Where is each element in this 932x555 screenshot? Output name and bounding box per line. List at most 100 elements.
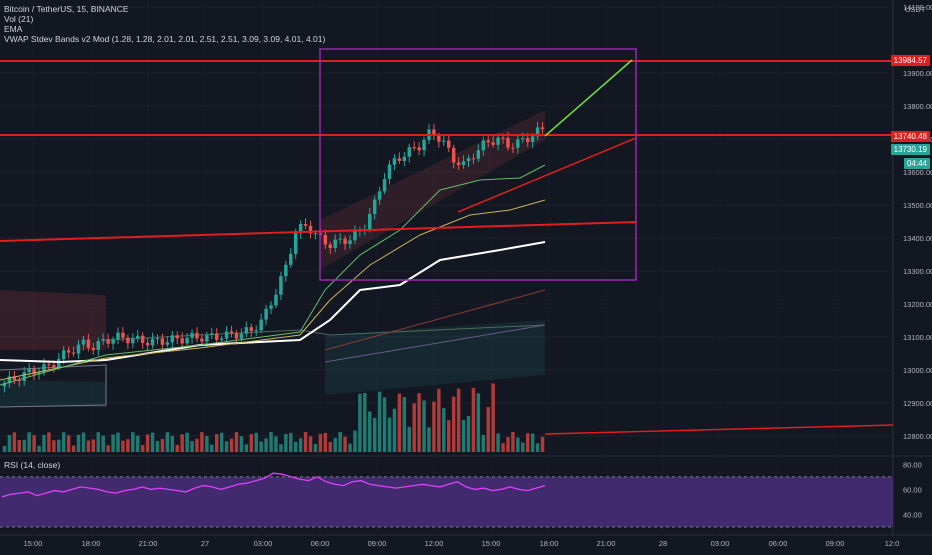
candle-body (86, 339, 91, 348)
volume-bar (259, 441, 263, 452)
vwap-band-line (105, 324, 546, 341)
candle-body (264, 308, 268, 320)
volume-bar (126, 439, 130, 452)
candle-body (200, 338, 204, 342)
candle-body (96, 340, 100, 351)
vwap-line (0, 241, 546, 364)
vwap-indicator-label[interactable]: VWAP Stdev Bands v2 Mod (1.28, 1.28, 2.0… (4, 34, 326, 44)
volume-bar (530, 433, 535, 452)
price-tick-label: 12800.00 (903, 432, 932, 441)
candle-body (343, 238, 347, 245)
price-tick-label: 13800.00 (903, 102, 932, 111)
volume-bar (150, 432, 155, 452)
candle-body (412, 147, 416, 149)
candle-body (17, 380, 22, 382)
candle-body (368, 213, 372, 230)
volume-bar (293, 441, 298, 452)
volume-bar (234, 432, 239, 452)
candle-body (535, 127, 540, 137)
time-tick-label: 15:00 (24, 539, 43, 548)
candle-body (57, 359, 61, 368)
volume-bar (111, 434, 115, 452)
candle-body (387, 164, 392, 180)
candle-body (328, 244, 332, 248)
candle-body (353, 230, 357, 241)
candle-body (486, 140, 490, 143)
volume-bar (52, 440, 56, 452)
candle-body (402, 156, 407, 161)
trend-line-lower (544, 424, 894, 435)
price-tick-label: 13500.00 (903, 201, 932, 210)
volume-bar (66, 435, 71, 452)
candle-body (496, 137, 500, 145)
volume-bar (308, 436, 313, 452)
candle-body (377, 191, 382, 200)
candle-body (284, 264, 288, 277)
candle-body (239, 333, 244, 339)
bar-countdown-label: 04:44 (903, 158, 930, 169)
price-tick-label: 13400.00 (903, 234, 932, 243)
candle-body (417, 147, 421, 151)
candle-body (447, 140, 451, 148)
price-tick-label: 13300.00 (903, 267, 932, 276)
rsi-legend[interactable]: RSI (14, close) (4, 460, 61, 470)
candle-body (136, 335, 140, 339)
volume-bar (215, 434, 219, 452)
candle-body (471, 158, 476, 160)
volume-bar (57, 439, 61, 452)
candle-body (298, 224, 303, 234)
volume-bar (392, 408, 397, 452)
volume-bar (244, 444, 249, 452)
volume-bar (397, 393, 402, 452)
rsi-tick-label: 40.00 (903, 510, 922, 519)
volume-bar (422, 400, 426, 452)
candle-body (274, 294, 278, 306)
time-tick-label: 09:00 (826, 539, 845, 548)
trend-line-red (0, 221, 637, 242)
vol-indicator-label[interactable]: Vol (21) (4, 14, 34, 24)
ema-indicator-label[interactable]: EMA (4, 24, 23, 34)
candle-body (160, 338, 165, 345)
candle-body (219, 338, 224, 340)
symbol-title[interactable]: Bitcoin / TetherUS, 15, BINANCE (4, 4, 129, 14)
candle-body (165, 342, 170, 345)
candle-body (66, 350, 71, 353)
candle-body (52, 364, 56, 368)
volume-bar (447, 420, 451, 452)
volume-bar (535, 443, 540, 452)
candle-body (155, 338, 160, 340)
volume-bar (525, 433, 530, 452)
candle-body (27, 368, 31, 373)
candle-body (180, 338, 184, 344)
ema-line-fast (0, 164, 546, 386)
candle-body (234, 333, 239, 339)
candle-body (516, 139, 520, 148)
volume-bar (387, 417, 392, 452)
volume-bar (219, 432, 224, 452)
time-tick-label: 21:00 (597, 539, 616, 548)
time-tick-label: 03:00 (254, 539, 273, 548)
time-tick-label: 03:00 (711, 539, 730, 548)
volume-bar (451, 396, 456, 452)
candle-body (451, 147, 456, 163)
volume-bar (501, 443, 505, 452)
volume-bar (249, 434, 254, 452)
time-tick-label: 06:00 (769, 539, 788, 548)
candle-body (323, 234, 328, 245)
upper-line-price-label: 13984.57 (890, 55, 930, 66)
time-tick-label: 09:00 (368, 539, 387, 548)
volume-bar (506, 437, 510, 452)
candle-body (333, 239, 337, 248)
volume-bar (279, 444, 283, 452)
volume-bar (61, 432, 66, 452)
candle-body (540, 127, 545, 129)
candle-body (76, 344, 81, 354)
volume-bar (42, 434, 46, 452)
candle-body (397, 158, 402, 161)
volume-bar (195, 438, 199, 452)
price-unit: USDT (905, 5, 926, 14)
candle-body (506, 138, 510, 148)
candle-body (140, 335, 145, 343)
